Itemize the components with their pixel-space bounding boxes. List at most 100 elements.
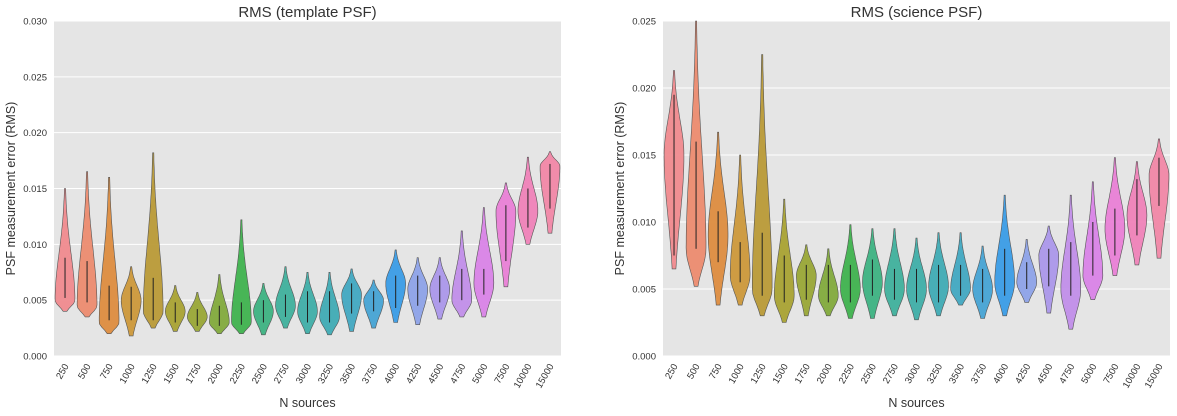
y-tick-label: 0.005 [23,296,47,307]
violin-1000 [120,266,142,337]
violin-1750 [187,292,208,332]
x-tick-label: 3500 [338,362,358,386]
violin-3500 [341,268,362,332]
violin-10000 [1126,161,1148,266]
violin-1000 [729,154,751,306]
x-tick-label: 750 [98,362,115,381]
y-tick-labels: 0.000 0.005 0.010 0.015 0.020 0.025 [632,17,656,363]
violin-body [143,152,164,329]
violin-2500 [862,228,883,319]
violin-750 [98,177,120,334]
chart-title: RMS (science PSF) [851,4,983,21]
violin-body [729,154,751,306]
violin-1500 [164,285,186,332]
x-tick-label: 7500 [492,362,512,386]
x-tick-label: 4500 [1035,362,1055,386]
violin-body [231,219,252,334]
x-tick-label: 1000 [727,362,747,386]
x-axis-label: N sources [279,396,335,410]
violin-750 [707,131,729,306]
violin-5000 [1082,181,1104,300]
y-tick-label: 0.025 [632,17,656,28]
violin-body [98,177,120,334]
x-tick-label: 2250 [228,362,248,386]
violin-15000 [1148,138,1170,259]
x-tick-label: 3000 [903,362,923,386]
violin-1250 [143,152,164,329]
y-axis-label: PSF measurement error (RMS) [4,102,18,276]
y-tick-label: 0.010 [632,218,656,229]
x-tick-label: 4250 [404,362,424,386]
violin-250 [663,70,685,270]
x-tick-label: 2500 [250,362,270,386]
violin-15000 [539,151,561,234]
violin-10000 [517,156,539,245]
violin-2000 [209,274,230,334]
y-tick-label: 0.025 [23,72,47,83]
violin-3750 [363,279,384,329]
violins [54,151,561,337]
chart-title: RMS (template PSF) [238,4,376,21]
x-tick-label: 4500 [426,362,446,386]
x-tick-label: 10000 [512,362,535,390]
violin-body [209,274,230,334]
x-tick-label: 250 [54,362,71,381]
violin-5000 [473,207,495,318]
y-tick-label: 0.020 [23,128,47,139]
violin-3500 [950,232,971,306]
x-tick-label: 4000 [382,362,402,386]
violin-500 [76,171,98,318]
x-tick-label: 15000 [1143,362,1166,390]
violin-2000 [818,248,839,317]
violin-1250 [752,54,773,317]
violin-4500 [1038,225,1059,314]
violin-body [473,207,495,318]
violin-3000 [906,237,927,321]
x-tick-label: 1750 [793,362,813,386]
x-tick-label: 7500 [1101,362,1121,386]
violin-3250 [928,232,949,317]
x-tick-label: 2750 [881,362,901,386]
x-tick-label: 3250 [316,362,336,386]
violin-2250 [840,224,861,319]
x-tick-label: 5000 [1079,362,1099,386]
x-tick-label: 1000 [118,362,138,386]
x-tick-label: 3000 [294,362,314,386]
x-tick-label: 5000 [470,362,490,386]
violin-250 [54,188,76,312]
violin-4000 [994,194,1015,317]
violin-2500 [253,283,274,336]
violin-1750 [796,244,817,317]
violin-2250 [231,219,252,334]
violin-3250 [319,272,340,336]
violin-7500 [495,182,517,288]
x-axis-label: N sources [888,396,944,410]
y-tick-label: 0.015 [23,184,47,195]
chart-template-psf: 0.000 0.005 0.010 0.015 0.020 0.025 0.030 250 5… [4,4,561,410]
x-tick-label: 2500 [859,362,879,386]
violin-4500 [429,257,450,320]
x-tick-label: 3750 [969,362,989,386]
x-tick-label: 4000 [991,362,1011,386]
x-tick-label: 750 [707,362,724,381]
y-tick-label: 0.030 [23,17,47,28]
violin-1500 [774,198,795,323]
x-tick-label: 2000 [206,362,226,386]
violin-7500 [1104,157,1126,276]
x-tick-label: 250 [663,362,680,381]
violin-4750 [451,230,472,318]
x-tick-label: 2000 [815,362,835,386]
violins [663,20,1170,330]
y-tick-labels: 0.000 0.005 0.010 0.015 0.020 0.025 0.030 [23,17,47,363]
violin-4000 [385,249,406,323]
violin-4250 [1016,239,1037,303]
x-tick-label: 1250 [140,362,160,386]
violin-4250 [407,257,428,325]
y-tick-label: 0.000 [632,352,656,363]
violin-2750 [884,228,905,317]
x-tick-label: 3250 [925,362,945,386]
x-tick-label: 1750 [184,362,204,386]
x-tick-labels: 250 500 750 1000 1250 1500 1750 2000 2250 2500 275… [54,362,556,390]
violin-3750 [972,245,993,319]
x-tick-label: 3500 [947,362,967,386]
